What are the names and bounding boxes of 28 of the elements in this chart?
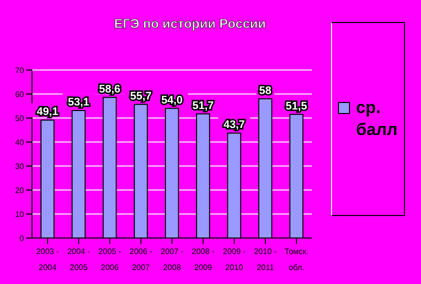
data-label: 58,6: [99, 83, 120, 96]
y-tick-label: 70: [15, 66, 25, 75]
y-tick-label: 60: [15, 90, 25, 99]
x-tick-label: 2008 - 2009: [192, 247, 215, 272]
x-tick-label: 2005 - 2006: [98, 247, 122, 272]
data-label: 55,7: [130, 90, 152, 102]
y-tick-label: 50: [15, 114, 25, 123]
data-label: 49,1: [36, 106, 58, 118]
data-label: 58: [259, 84, 272, 97]
data-label: 51,5: [286, 100, 308, 112]
x-tick-label: 2003 - 2004: [36, 247, 60, 272]
y-tick-label: 30: [15, 162, 25, 171]
x-tick-label: 2006 - 2007: [130, 247, 153, 272]
legend-label: ср. балл: [356, 97, 399, 141]
y-tick-label: 20: [15, 186, 25, 195]
chart-title: ЕГЭ по истории России: [113, 16, 267, 31]
data-label: 51,7: [192, 100, 214, 112]
y-tick-label: 0: [20, 234, 25, 243]
y-tick-label: 40: [15, 138, 25, 147]
x-tick-label: 2009 - 2010: [222, 247, 246, 272]
data-label: 54,0: [161, 94, 183, 106]
y-tick-label: 10: [15, 210, 25, 219]
x-tick-label: 2007 - 2008: [160, 247, 184, 272]
data-label: 53,1: [68, 96, 90, 109]
x-tick-label: Томск. обл.: [284, 247, 308, 272]
x-tick-label: 2004 - 2005: [67, 247, 90, 272]
x-tick-label: 2010 - 2011: [254, 247, 278, 272]
data-label: 43,7: [223, 119, 245, 132]
